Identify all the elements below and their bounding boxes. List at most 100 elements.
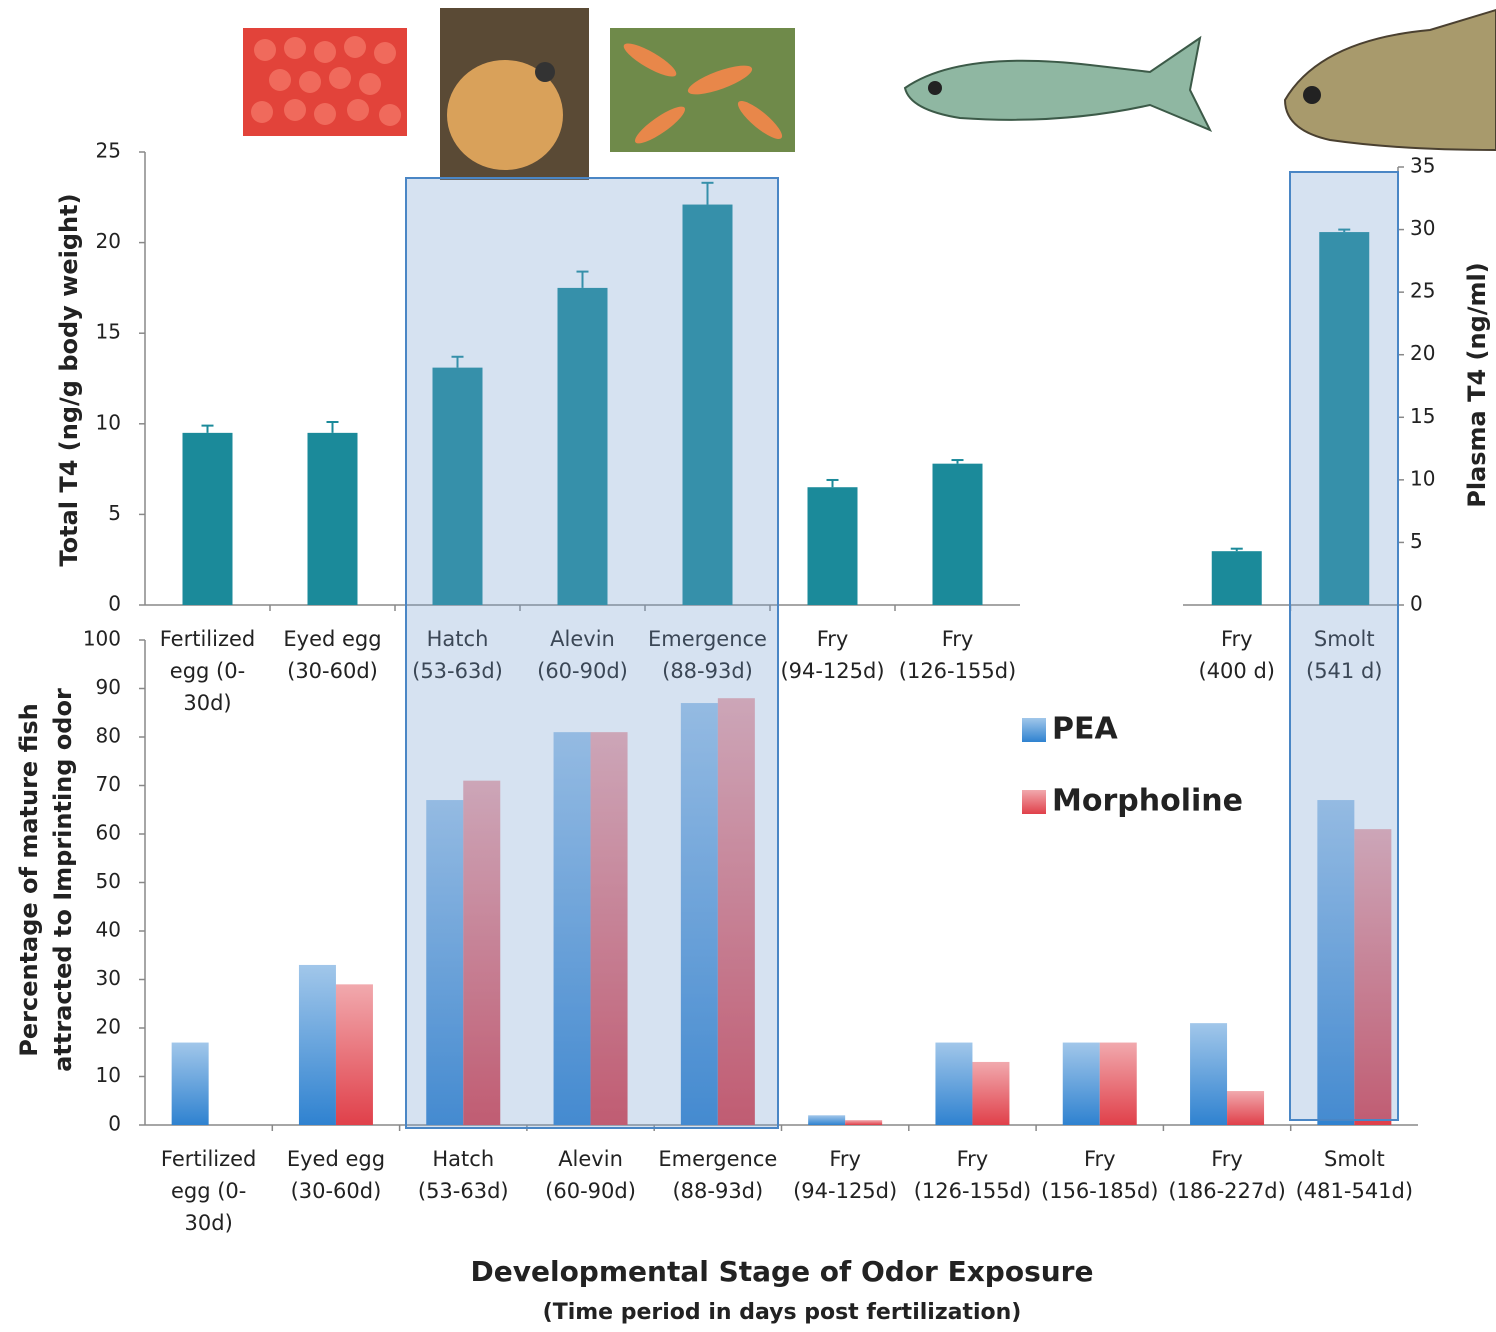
bar <box>182 432 233 605</box>
bar <box>557 287 608 605</box>
bar <box>935 1042 973 1125</box>
x-tick-label: (156-185d) <box>1041 1179 1158 1203</box>
x-tick-label: (88-93d) <box>672 1179 763 1203</box>
x-tick-label: Fry <box>829 1147 861 1171</box>
y-tick-label: 60 <box>96 821 121 845</box>
y-tick-label: 15 <box>96 320 121 344</box>
error-bar <box>1230 547 1243 552</box>
x-tick-label: egg (0- <box>170 659 245 683</box>
x-tick-label: 30d) <box>183 691 231 715</box>
y-axis-title: Total T4 (ng/g body weight) <box>55 193 83 566</box>
y-tick-label: 40 <box>96 918 121 942</box>
error-bar <box>1338 228 1351 233</box>
x-tick-label: Emergence <box>648 627 767 651</box>
x-tick-label: (60-90d) <box>537 659 628 683</box>
legend-label: PEA <box>1052 712 1118 747</box>
bar <box>432 367 483 605</box>
x-tick-label: Fertilized <box>160 627 256 651</box>
y2-axis-title: Plasma T4 (ng/ml) <box>1463 262 1491 507</box>
highlight-window <box>1289 171 1399 1121</box>
x-tick-label: Fry <box>1084 1147 1116 1171</box>
x-tick-label: Fry <box>1211 1147 1243 1171</box>
x-tick-label: Alevin <box>550 627 615 651</box>
y-tick-label: 100 <box>83 627 121 651</box>
x-tick-label: Smolt <box>1314 627 1375 651</box>
x-tick-label: (88-93d) <box>662 659 753 683</box>
bar <box>808 1115 846 1125</box>
error-bar <box>701 181 714 205</box>
y2-tick-label: 25 <box>1410 279 1435 303</box>
x-tick-label: (94-125d) <box>780 659 884 683</box>
x-tick-label: Smolt <box>1324 1147 1385 1171</box>
x-tick-label: Fry <box>957 1147 989 1171</box>
error-bar <box>951 459 964 464</box>
x-tick-label: Eyed egg <box>287 1147 385 1171</box>
x-tick-label: (53-63d) <box>418 1179 509 1203</box>
x-tick-label: Fertilized <box>161 1147 257 1171</box>
y2-tick-label: 30 <box>1410 216 1435 240</box>
bar <box>1317 800 1355 1125</box>
bar <box>1062 1042 1100 1125</box>
smolt-eye <box>1303 86 1321 104</box>
parr-eye <box>928 81 942 95</box>
x-tick-label: (126-155d) <box>914 1179 1031 1203</box>
bar <box>335 984 373 1125</box>
bar <box>553 732 591 1125</box>
highlight-window <box>405 177 779 1129</box>
x-tick-label: (541 d) <box>1306 659 1382 683</box>
error-bar <box>451 355 464 368</box>
bar <box>807 487 858 605</box>
x-axis-subtitle: (Time period in days post fertilization) <box>543 1300 1022 1325</box>
bar <box>1211 551 1262 605</box>
x-tick-label: (53-63d) <box>412 659 503 683</box>
x-tick-label: Eyed egg <box>283 627 381 651</box>
error-bar <box>576 270 589 288</box>
y-tick-label: 80 <box>96 724 121 748</box>
yolk-sac <box>447 60 563 170</box>
y-tick-label: 5 <box>108 501 121 525</box>
y-tick-label: 0 <box>108 592 121 616</box>
x-tick-label: Fry <box>1221 627 1253 651</box>
bar <box>1319 232 1370 605</box>
alevin-eye <box>535 62 555 82</box>
x-axis-title: Developmental Stage of Odor Exposure <box>471 1255 1094 1288</box>
parr-drawing <box>903 35 1213 132</box>
x-tick-label: (481-541d) <box>1296 1179 1413 1203</box>
bar <box>307 432 358 605</box>
x-tick-label: (30-60d) <box>287 659 378 683</box>
x-tick-label: Hatch <box>427 627 489 651</box>
legend-swatch <box>1022 718 1046 742</box>
x-tick-label: Emergence <box>658 1147 777 1171</box>
y2-tick-label: 35 <box>1410 154 1435 178</box>
legend-label: Morpholine <box>1052 784 1243 819</box>
y-tick-label: 30 <box>96 966 121 990</box>
bar <box>717 698 755 1125</box>
y2-tick-label: 20 <box>1410 341 1435 365</box>
y-tick-label: 10 <box>96 410 121 434</box>
fry-bodies <box>623 43 783 144</box>
y2-tick-label: 15 <box>1410 404 1435 428</box>
bar <box>298 964 336 1125</box>
bar <box>682 204 733 605</box>
y-tick-label: 70 <box>96 772 121 796</box>
x-tick-label: 30d) <box>185 1211 233 1235</box>
x-tick-label: (400 d) <box>1199 659 1275 683</box>
y-axis-title: attracted to Imprinting odor <box>49 688 77 1072</box>
x-tick-label: Fry <box>817 627 849 651</box>
error-bar <box>326 420 339 433</box>
x-tick-label: Alevin <box>558 1147 623 1171</box>
x-tick-label: (94-125d) <box>793 1179 897 1203</box>
y2-tick-label: 5 <box>1410 529 1423 553</box>
x-tick-label: (186-227d) <box>1168 1179 1285 1203</box>
y-tick-label: 20 <box>96 1015 121 1039</box>
x-tick-label: Fry <box>942 627 974 651</box>
bar <box>680 703 718 1125</box>
y-tick-label: 20 <box>96 229 121 253</box>
bar <box>426 800 464 1125</box>
x-tick-label: egg (0- <box>171 1179 246 1203</box>
y-tick-label: 0 <box>108 1112 121 1136</box>
y-axis-title: Percentage of mature fish <box>15 703 43 1056</box>
y-tick-label: 10 <box>96 1063 121 1087</box>
bar <box>590 732 628 1125</box>
